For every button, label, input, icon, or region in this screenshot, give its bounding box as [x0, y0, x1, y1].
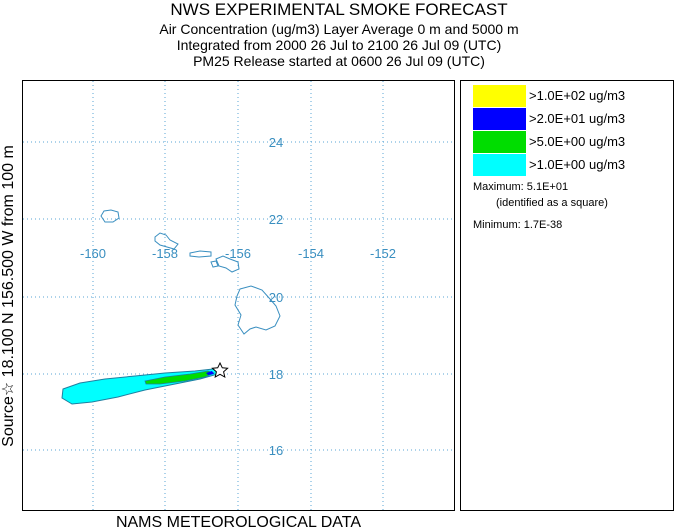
maximum-note: (identified as a square)	[496, 197, 608, 209]
legend-swatch	[473, 108, 526, 130]
plume-high	[206, 371, 214, 375]
map-grid	[23, 81, 454, 510]
lanai-island	[210, 260, 219, 268]
map-panel	[22, 80, 455, 511]
minimum-value: Minimum: 1.7E-38	[473, 219, 563, 231]
lat-label: 22	[269, 212, 283, 227]
kauai-island	[100, 209, 120, 223]
star-icon	[211, 361, 229, 378]
lat-label: 24	[269, 135, 283, 150]
lon-label: -152	[370, 246, 396, 261]
integration-period: Integrated from 2000 26 Jul to 2100 26 J…	[176, 37, 502, 53]
legend-swatch	[473, 154, 526, 176]
coastlines	[100, 209, 281, 335]
maximum-value: Maximum: 5.1E+01	[473, 181, 569, 193]
hawaii-island	[234, 285, 281, 335]
lon-label: -154	[298, 246, 324, 261]
release-info: PM25 Release started at 0600 26 Jul 09 (…	[193, 53, 485, 69]
legend-swatch	[473, 131, 526, 153]
concentration-subtitle: Air Concentration (ug/m3) Layer Average …	[159, 21, 519, 37]
lat-label: 18	[269, 367, 283, 382]
legend-swatch	[473, 85, 526, 107]
molokai-island	[189, 250, 212, 258]
lat-label: 20	[269, 290, 283, 305]
lat-label: 16	[269, 443, 283, 458]
maui-island	[215, 255, 240, 273]
legend-label: >2.0E+01 ug/m3	[529, 111, 626, 126]
lon-label: -160	[80, 246, 106, 261]
lon-label: -156	[225, 246, 251, 261]
data-source-footer: NAMS METEOROLOGICAL DATA	[115, 514, 362, 531]
legend-label: >5.0E+00 ug/m3	[529, 134, 626, 149]
legend-label: >1.0E+02 ug/m3	[529, 88, 626, 103]
forecast-title: NWS EXPERIMENTAL SMOKE FORECAST	[170, 0, 508, 19]
lon-label: -158	[152, 246, 178, 261]
legend-label: >1.0E+00 ug/m3	[529, 157, 626, 172]
oahu-island	[154, 232, 179, 250]
plume-mid	[144, 370, 216, 385]
legend-panel: >1.0E+02 ug/m3 >2.0E+01 ug/m3 >5.0E+00 u…	[460, 80, 674, 511]
